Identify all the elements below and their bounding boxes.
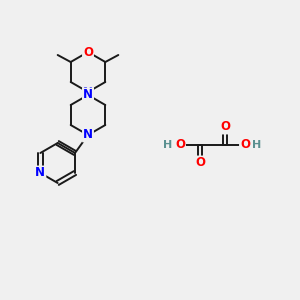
Text: N: N — [35, 167, 45, 179]
Text: O: O — [195, 157, 205, 169]
Text: N: N — [83, 85, 93, 98]
Text: N: N — [83, 128, 93, 142]
Text: H: H — [164, 140, 172, 150]
Text: O: O — [175, 139, 185, 152]
Text: O: O — [220, 121, 230, 134]
Text: O: O — [240, 139, 250, 152]
Text: N: N — [83, 88, 93, 101]
Text: H: H — [252, 140, 262, 150]
Text: O: O — [83, 46, 93, 59]
